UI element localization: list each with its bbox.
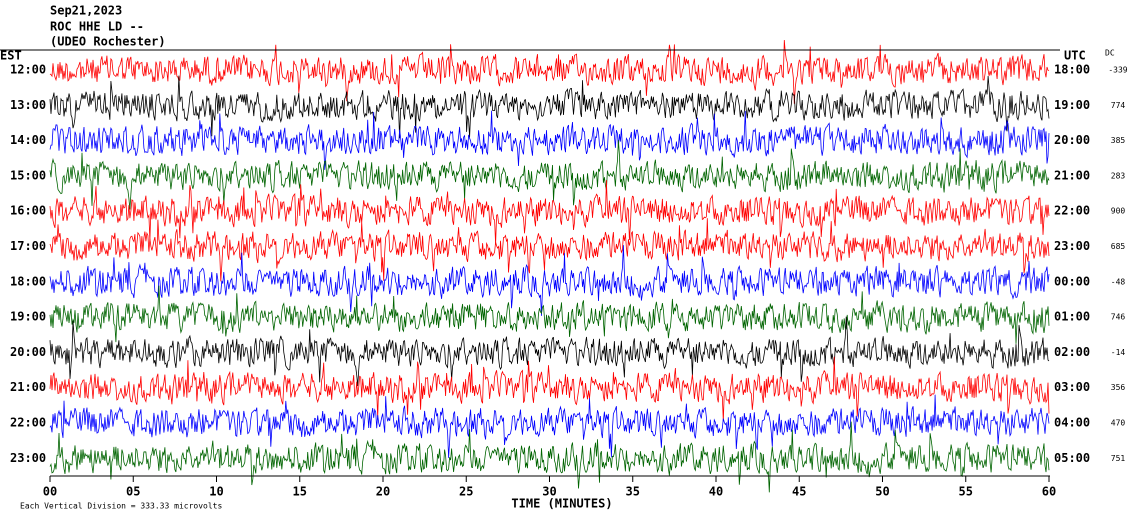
x-tick-label: 10 xyxy=(209,485,223,499)
dc-value: 356 xyxy=(1111,383,1126,392)
trace xyxy=(49,394,1050,458)
est-label: 16:00 xyxy=(10,204,46,218)
dc-value: 774 xyxy=(1111,101,1126,110)
est-label: 22:00 xyxy=(10,416,46,430)
title-line: (UDEO Rochester) xyxy=(50,35,166,49)
est-label: 19:00 xyxy=(10,310,46,324)
dc-value: 470 xyxy=(1111,419,1126,428)
x-tick-label: 30 xyxy=(542,485,556,499)
dc-value: 746 xyxy=(1111,313,1126,322)
utc-label: 00:00 xyxy=(1054,274,1090,288)
left-axis-label: EST xyxy=(0,49,22,63)
utc-label: 05:00 xyxy=(1054,451,1090,465)
dc-value: -14 xyxy=(1111,348,1126,357)
utc-label: 21:00 xyxy=(1054,168,1090,182)
est-label: 13:00 xyxy=(10,98,46,112)
right-axis-label: UTC xyxy=(1064,49,1086,63)
x-tick-label: 55 xyxy=(959,485,973,499)
est-label: 20:00 xyxy=(10,345,46,359)
utc-label: 04:00 xyxy=(1054,416,1090,430)
x-tick-label: 25 xyxy=(459,485,473,499)
title-line: ROC HHE LD -- xyxy=(50,20,144,34)
trace xyxy=(49,218,1050,282)
dc-value: 900 xyxy=(1111,207,1126,216)
est-label: 23:00 xyxy=(10,451,46,465)
utc-label: 23:00 xyxy=(1054,239,1090,253)
utc-label: 01:00 xyxy=(1054,310,1090,324)
trace xyxy=(49,180,1050,245)
est-label: 12:00 xyxy=(10,63,46,77)
x-tick-label: 35 xyxy=(626,485,640,499)
dc-value: 751 xyxy=(1111,454,1126,463)
traces xyxy=(49,39,1050,493)
trace xyxy=(49,316,1050,387)
x-tick-label: 00 xyxy=(43,485,57,499)
x-label: TIME (MINUTES) xyxy=(511,497,612,511)
title-line: Sep21,2023 xyxy=(50,4,122,18)
trace xyxy=(49,110,1050,170)
trace xyxy=(49,39,1050,104)
est-label: 14:00 xyxy=(10,133,46,147)
trace xyxy=(49,285,1050,344)
dc-value: 385 xyxy=(1111,136,1126,145)
x-tick-label: 05 xyxy=(126,485,140,499)
utc-label: 18:00 xyxy=(1054,63,1090,77)
trace xyxy=(49,245,1050,316)
footer: Each Vertical Division = 333.33 microvol… xyxy=(20,502,222,511)
utc-label: 03:00 xyxy=(1054,380,1090,394)
dc-value: -48 xyxy=(1111,277,1126,286)
est-label: 18:00 xyxy=(10,274,46,288)
x-tick-label: 60 xyxy=(1042,485,1056,499)
utc-label: 22:00 xyxy=(1054,204,1090,218)
dc-value: -339 xyxy=(1108,66,1127,75)
trace xyxy=(49,75,1050,139)
x-tick-label: 15 xyxy=(293,485,307,499)
utc-label: 19:00 xyxy=(1054,98,1090,112)
est-label: 21:00 xyxy=(10,380,46,394)
dc-value: 685 xyxy=(1111,242,1126,251)
est-label: 15:00 xyxy=(10,168,46,182)
x-tick-label: 45 xyxy=(792,485,806,499)
utc-label: 20:00 xyxy=(1054,133,1090,147)
x-tick-label: 20 xyxy=(376,485,390,499)
est-label: 17:00 xyxy=(10,239,46,253)
x-tick-label: 40 xyxy=(709,485,723,499)
trace xyxy=(49,140,1050,210)
trace xyxy=(49,356,1050,422)
dc-label: DC xyxy=(1105,49,1115,58)
utc-label: 02:00 xyxy=(1054,345,1090,359)
x-tick-label: 50 xyxy=(875,485,889,499)
dc-value: 283 xyxy=(1111,171,1126,180)
trace xyxy=(49,421,1050,493)
